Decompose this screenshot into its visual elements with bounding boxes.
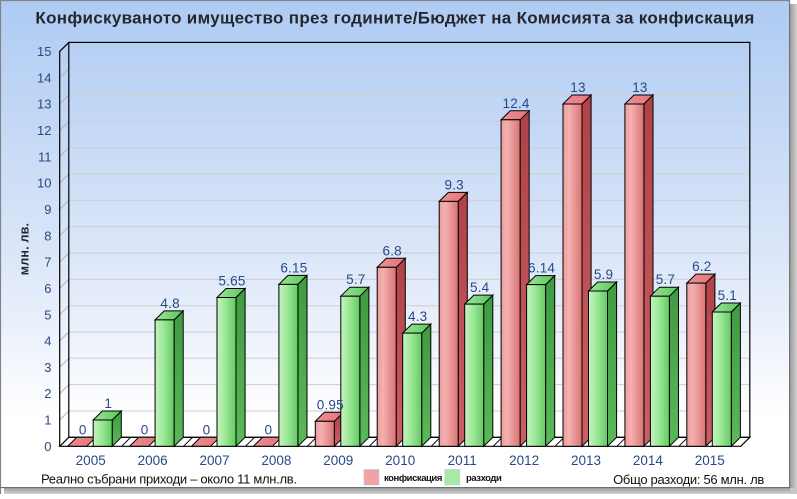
svg-text:12.4: 12.4 — [503, 96, 530, 111]
svg-text:6.8: 6.8 — [383, 243, 402, 258]
svg-text:2014: 2014 — [633, 453, 664, 468]
svg-text:2008: 2008 — [261, 453, 291, 468]
svg-text:9: 9 — [44, 202, 51, 217]
svg-text:2: 2 — [44, 386, 51, 401]
svg-text:5: 5 — [44, 307, 51, 322]
svg-text:2011: 2011 — [448, 453, 477, 468]
svg-text:5.1: 5.1 — [718, 288, 737, 303]
svg-text:10: 10 — [37, 176, 51, 191]
svg-text:4.8: 4.8 — [160, 296, 179, 311]
svg-text:5.9: 5.9 — [594, 267, 613, 282]
svg-text:0.95: 0.95 — [317, 397, 344, 412]
svg-text:2007: 2007 — [199, 453, 229, 468]
svg-text:Общо разходи: 56 млн. лв: Общо разходи: 56 млн. лв — [613, 472, 764, 487]
svg-text:разходи: разходи — [466, 473, 502, 484]
svg-text:2005: 2005 — [76, 453, 106, 468]
svg-text:6.2: 6.2 — [692, 259, 711, 274]
svg-text:8: 8 — [44, 228, 51, 243]
svg-text:Конфискуваното имущество през: Конфискуваното имущество през годините/Б… — [35, 9, 754, 28]
svg-text:2006: 2006 — [138, 453, 168, 468]
svg-text:2015: 2015 — [695, 453, 725, 468]
svg-text:14: 14 — [37, 70, 51, 85]
svg-text:4: 4 — [44, 334, 51, 349]
svg-text:млн. лв.: млн. лв. — [18, 223, 32, 275]
svg-text:0: 0 — [265, 422, 273, 437]
svg-text:конфискация: конфискация — [384, 473, 442, 484]
svg-text:0: 0 — [44, 439, 51, 454]
svg-text:7: 7 — [44, 255, 51, 270]
svg-text:12: 12 — [37, 123, 51, 138]
svg-text:1: 1 — [104, 396, 112, 411]
svg-text:5.65: 5.65 — [218, 274, 245, 289]
svg-text:0: 0 — [203, 422, 211, 437]
svg-text:6: 6 — [44, 281, 51, 296]
svg-text:0: 0 — [141, 422, 149, 437]
svg-text:5.4: 5.4 — [470, 280, 490, 295]
svg-text:2010: 2010 — [385, 453, 415, 468]
svg-text:2013: 2013 — [571, 453, 601, 468]
svg-text:6.14: 6.14 — [528, 261, 555, 276]
svg-text:3: 3 — [44, 360, 51, 375]
svg-text:15: 15 — [37, 44, 51, 59]
svg-text:13: 13 — [37, 97, 51, 112]
svg-text:2009: 2009 — [323, 453, 353, 468]
svg-text:Реално събрани приходи – около: Реално събрани приходи – около 11 млн.лв… — [41, 472, 297, 487]
svg-text:13: 13 — [570, 80, 585, 95]
svg-text:4.3: 4.3 — [408, 309, 427, 324]
svg-text:13: 13 — [632, 80, 647, 95]
svg-text:5.7: 5.7 — [656, 272, 675, 287]
svg-text:9.3: 9.3 — [445, 177, 464, 192]
svg-text:11: 11 — [38, 149, 52, 164]
svg-text:5.7: 5.7 — [346, 272, 365, 287]
svg-text:0: 0 — [79, 422, 87, 437]
svg-text:2012: 2012 — [509, 453, 539, 468]
svg-text:1: 1 — [44, 413, 51, 428]
svg-text:6.15: 6.15 — [280, 260, 307, 275]
